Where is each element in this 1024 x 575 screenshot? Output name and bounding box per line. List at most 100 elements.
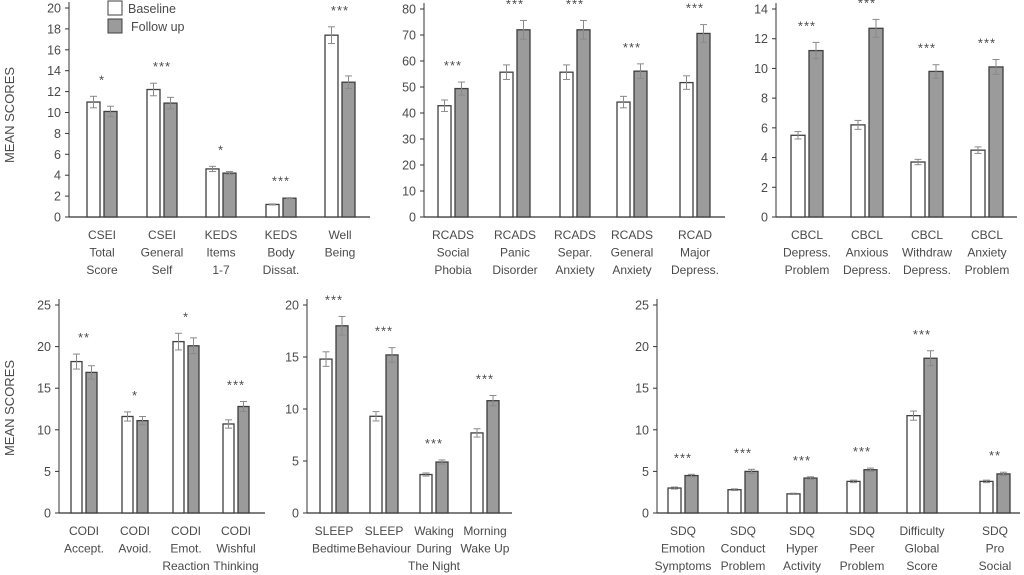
significance-label: *** <box>674 450 692 465</box>
category-label: Avoid. <box>118 542 151 556</box>
significance-label: *** <box>506 0 524 11</box>
category-label: SLEEP <box>365 524 404 538</box>
bar-follow-up <box>576 29 591 218</box>
bar-baseline <box>419 473 433 514</box>
category-label: Being <box>325 246 356 260</box>
y-tick-label: 10 <box>754 62 768 76</box>
bar-follow-up <box>988 66 1004 218</box>
significance-label: *** <box>978 36 996 51</box>
category-label: The Night <box>408 559 461 573</box>
y-tick-label: 40 <box>402 107 416 121</box>
y-tick-label: 80 <box>402 3 416 17</box>
y-tick-label: 8 <box>761 92 768 106</box>
bar-baseline <box>499 71 514 218</box>
significance-label: *** <box>918 41 936 56</box>
bar-follow-up <box>85 371 98 514</box>
y-tick-label: 15 <box>285 351 299 365</box>
legend-label-follow-up: Follow up <box>131 20 185 34</box>
bar-baseline <box>146 88 161 218</box>
y-tick-label: 2 <box>761 181 768 195</box>
bar-baseline <box>86 101 101 218</box>
y-tick-label: 20 <box>402 159 416 173</box>
bar-baseline <box>172 340 185 514</box>
category-label: Anxiety <box>555 263 594 277</box>
y-tick-label: 14 <box>47 64 61 78</box>
bar-baseline <box>910 161 926 218</box>
category-label: Depress. <box>783 246 831 260</box>
bar-baseline <box>850 124 866 218</box>
category-label: General <box>141 246 184 260</box>
y-tick-label: 0 <box>409 211 416 225</box>
category-label: Hyper <box>786 542 818 556</box>
bar-follow-up <box>435 461 449 514</box>
panel-4: 0 5 10 15 20 25 ** CODI Accept. * CODI Avoid. * CODI E… <box>37 299 265 573</box>
category-label: Score <box>906 559 938 573</box>
y-axis-label-top: MEAN SCORES <box>2 67 17 163</box>
category-label: Social <box>437 246 470 260</box>
category-label: RCADS <box>611 228 653 242</box>
y-tick-label: 18 <box>47 22 61 36</box>
category-label: Morning <box>463 524 506 538</box>
y-tick-label: 70 <box>402 29 416 43</box>
category-label: Global <box>905 542 940 556</box>
category-label: Disorder <box>492 263 537 277</box>
y-tick-label: 25 <box>635 299 649 313</box>
significance-label: *** <box>331 3 349 18</box>
significance-label: * <box>132 388 138 403</box>
category-label: KEDS <box>205 228 238 242</box>
y-tick-label: 14 <box>754 3 768 17</box>
y-tick-label: 2 <box>54 190 61 204</box>
y-tick-label: 0 <box>761 211 768 225</box>
significance-label: *** <box>272 174 290 189</box>
category-label: Problem <box>840 559 885 573</box>
significance-label: *** <box>793 453 811 468</box>
category-label: Difficulty <box>899 524 944 538</box>
category-label: CODI <box>221 524 251 538</box>
y-tick-label: 12 <box>47 85 61 99</box>
category-label: Self <box>152 263 173 277</box>
significance-label: *** <box>325 292 343 307</box>
category-label: Depress. <box>843 263 891 277</box>
y-tick-label: 20 <box>285 299 299 313</box>
y-tick-label: 10 <box>402 185 416 199</box>
category-label: Anxiety <box>612 263 651 277</box>
y-tick-label: 5 <box>642 465 649 479</box>
category-label: Score <box>86 263 118 277</box>
bar-baseline <box>667 487 682 514</box>
category-label: Problem <box>721 559 766 573</box>
category-label: RCAD <box>678 228 712 242</box>
significance-label: *** <box>853 444 871 459</box>
bar-follow-up <box>237 405 250 514</box>
bar-follow-up <box>163 102 178 218</box>
y-tick-label: 8 <box>54 127 61 141</box>
bar-baseline <box>319 358 333 514</box>
category-label: CODI <box>171 524 201 538</box>
bar-baseline <box>616 101 631 218</box>
category-label: Anxious <box>846 246 889 260</box>
bar-baseline <box>559 71 574 218</box>
bar-follow-up <box>996 473 1011 514</box>
y-tick-label: 10 <box>635 423 649 437</box>
bar-follow-up <box>868 27 884 218</box>
y-tick-label: 10 <box>285 403 299 417</box>
category-label: SDQ <box>789 524 815 538</box>
bar-follow-up <box>808 49 824 218</box>
y-tick-label: 15 <box>37 382 51 396</box>
y-tick-label: 30 <box>402 133 416 147</box>
category-label: Thinking <box>213 559 258 573</box>
category-label: Separ. <box>558 246 593 260</box>
bar-follow-up <box>633 70 648 218</box>
category-label: Social <box>979 559 1012 573</box>
category-label: 1-7 <box>212 263 230 277</box>
panel-2: 0 10 20 30 40 50 60 70 80 *** RCADS Social Phobia ***… <box>402 0 725 277</box>
bar-follow-up <box>744 470 759 514</box>
significance-label: *** <box>686 1 704 16</box>
legend-swatch-baseline <box>107 0 123 16</box>
category-label: SDQ <box>670 524 696 538</box>
category-label: Problem <box>785 263 830 277</box>
category-label: Panic <box>500 246 530 260</box>
y-tick-label: 60 <box>402 55 416 69</box>
category-label: Wishful <box>216 542 255 556</box>
y-axis-label-bottom: MEAN SCORES <box>2 360 17 456</box>
category-label: CODI <box>69 524 99 538</box>
